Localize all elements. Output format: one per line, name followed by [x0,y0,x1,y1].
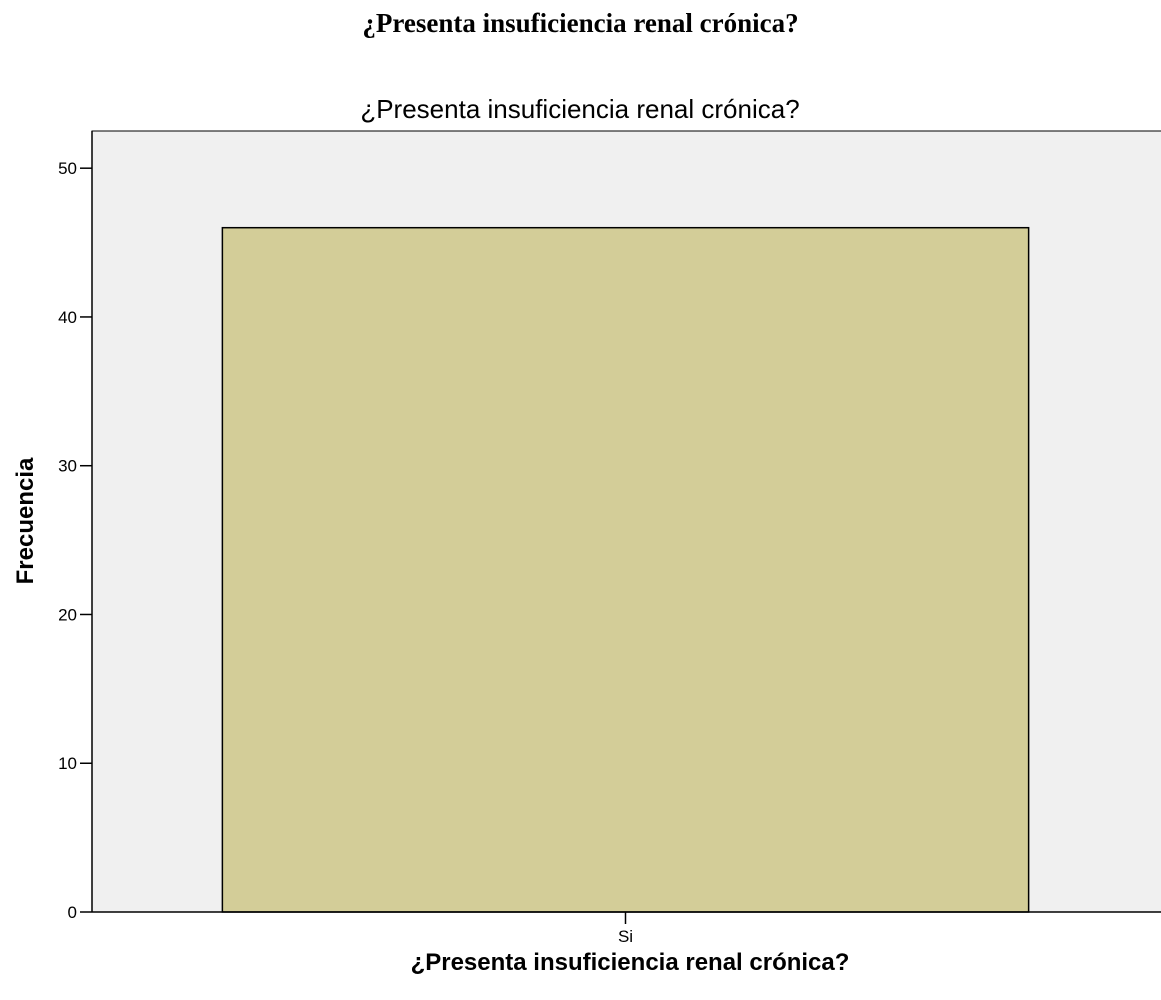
y-tick-label: 20 [58,605,77,624]
chart-title: ¿Presenta insuficiencia renal crónica? [360,94,799,124]
y-tick-label: 40 [58,308,77,327]
x-axis: Si [92,911,1161,946]
y-tick-label: 0 [68,903,77,922]
y-tick-label: 50 [58,159,77,178]
x-tick-label: Si [618,927,633,946]
y-axis: 0 10 20 30 40 50 [58,131,93,922]
bar-si [221,226,1030,913]
y-tick-label: 10 [58,754,77,773]
document-heading: ¿Presenta insuficiencia renal crónica? [362,8,799,38]
y-axis-title: Frecuencia [12,457,39,584]
y-tick-label: 30 [58,457,77,476]
x-axis-title: ¿Presenta insuficiencia renal crónica? [411,949,850,976]
